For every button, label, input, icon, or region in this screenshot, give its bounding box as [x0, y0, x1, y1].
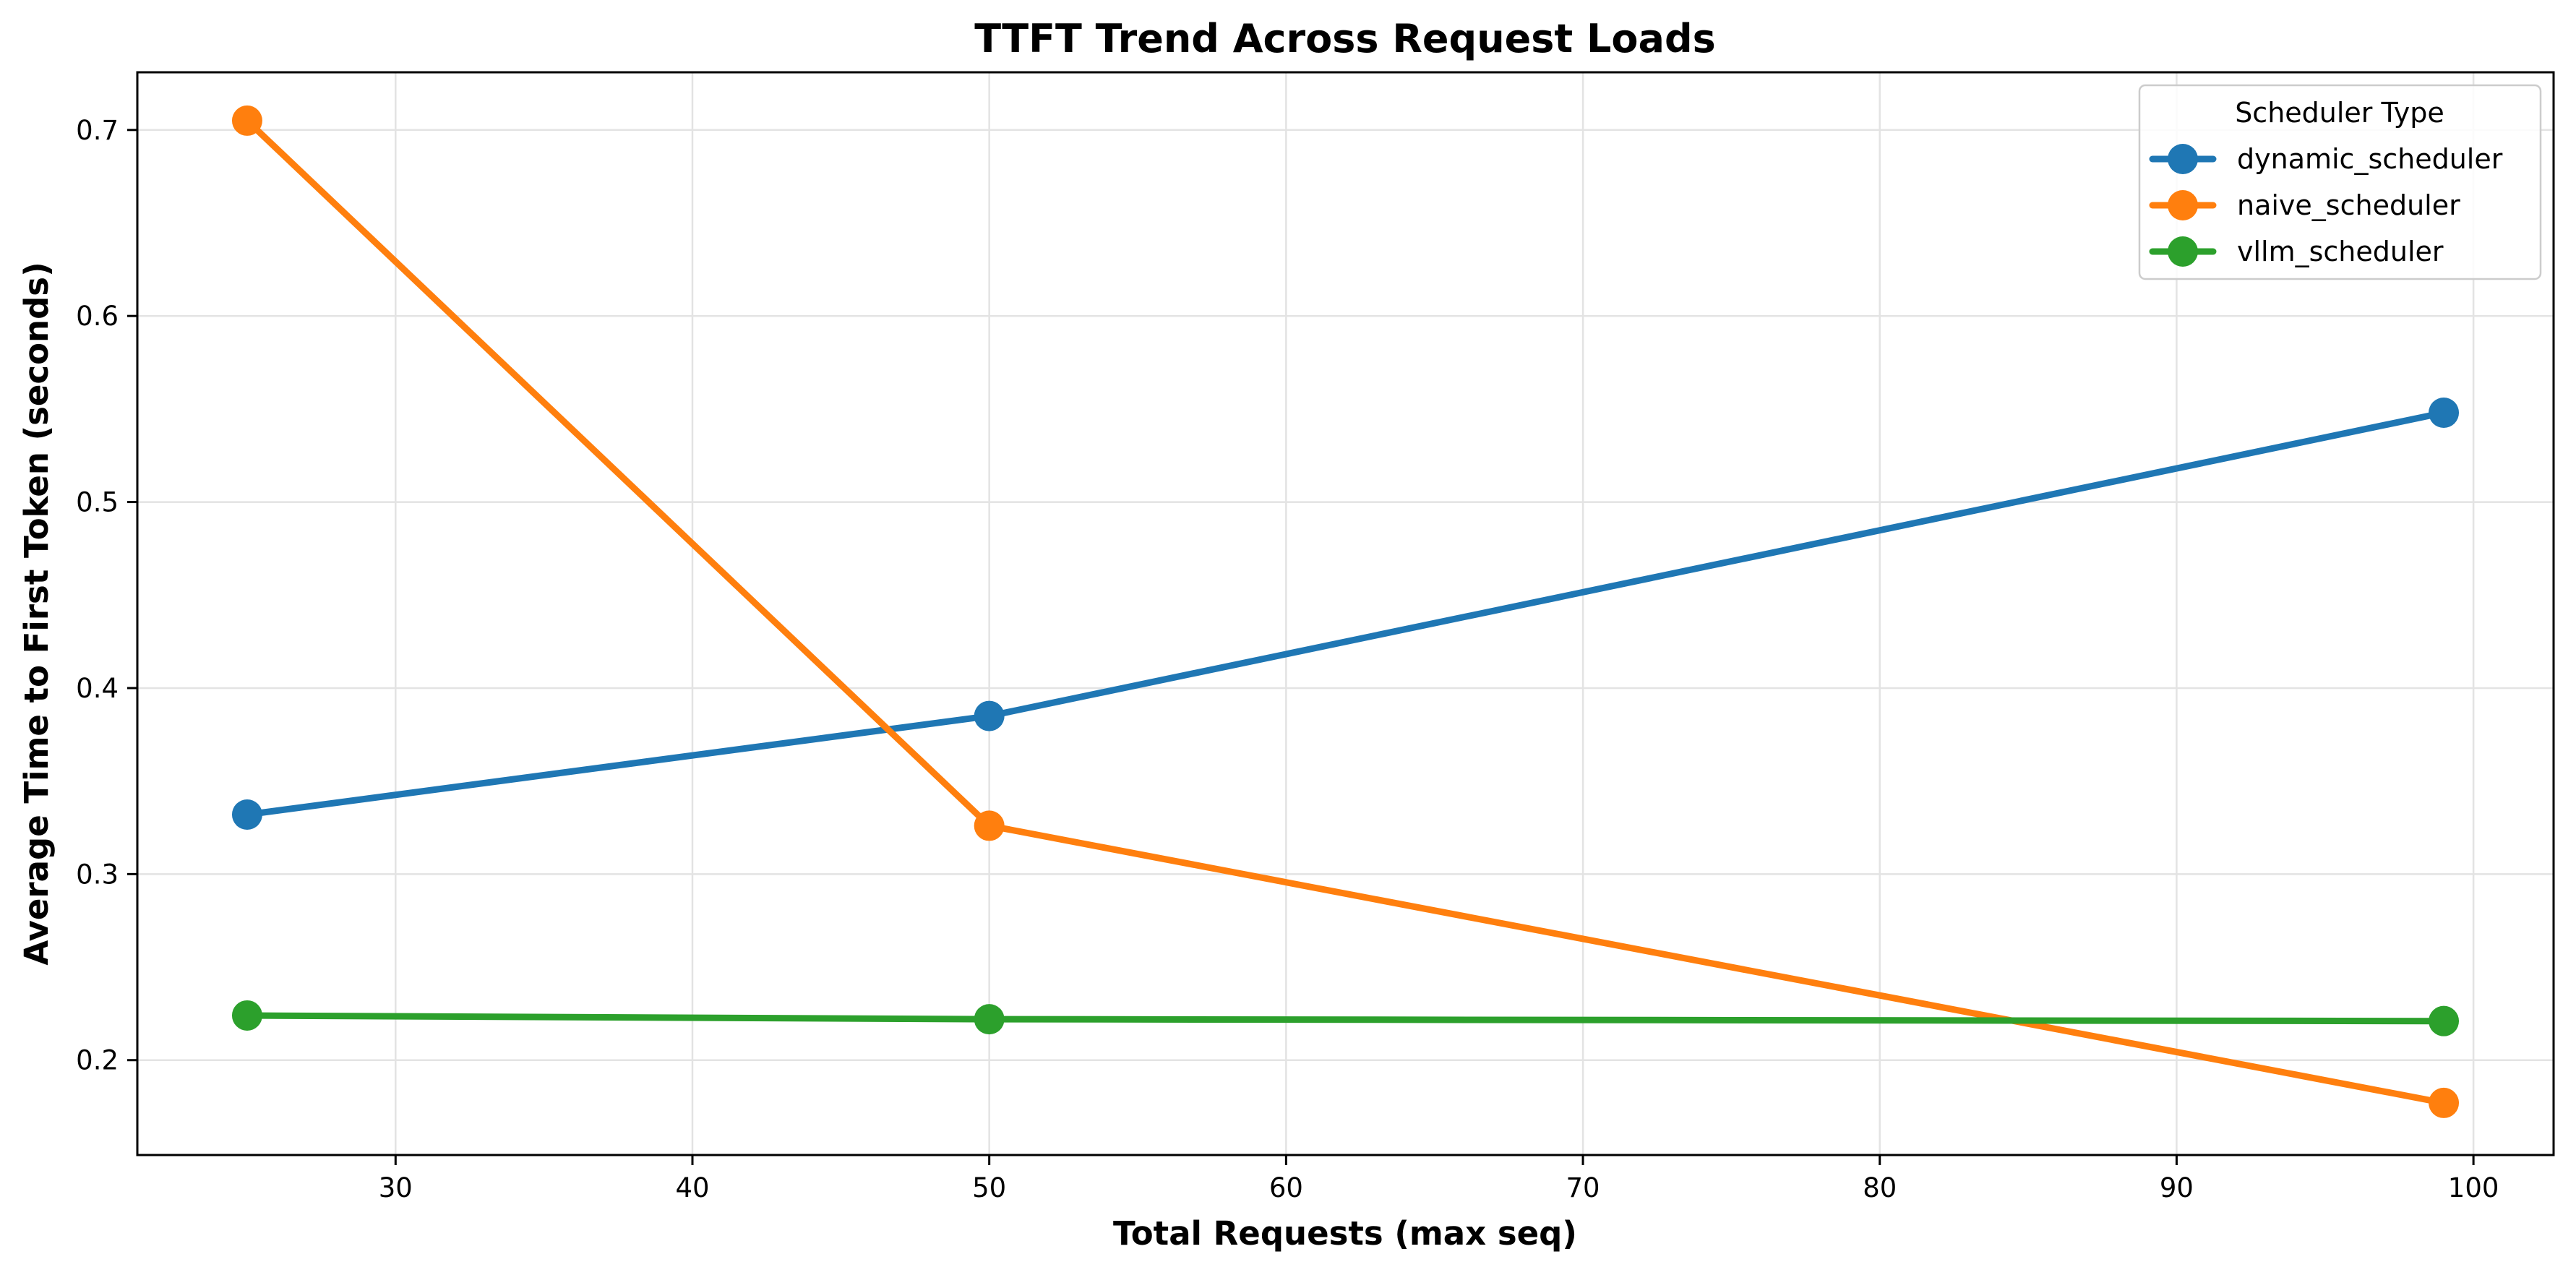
chart-title: TTFT Trend Across Request Loads	[974, 16, 1716, 61]
legend-marker	[2168, 144, 2198, 174]
data-point	[974, 700, 1005, 731]
series-vllm_scheduler	[231, 1000, 2460, 1036]
y-tick-label: 0.3	[76, 859, 119, 890]
legend-entry: naive_scheduler	[2149, 189, 2460, 221]
legend-entry: vllm_scheduler	[2149, 236, 2444, 267]
legend-label: dynamic_scheduler	[2237, 143, 2503, 175]
y-axis-title: Average Time to First Token (seconds)	[17, 262, 56, 965]
legend: Scheduler Type dynamic_scheduler naive_sc…	[2138, 84, 2542, 280]
legend-title: Scheduler Type	[2235, 97, 2444, 129]
axis-ticks: 30 40 50 60 70 80 90 100 0.2 0.3 0.4 0.5 0.6 0.7	[76, 115, 2499, 1203]
y-tick-label: 0.6	[76, 301, 119, 332]
legend-entries: dynamic_scheduler naive_scheduler vllm_sch…	[2149, 143, 2503, 267]
y-tick-label: 0.2	[76, 1045, 119, 1076]
legend-label: naive_scheduler	[2237, 189, 2460, 221]
x-tick-label: 60	[1269, 1172, 1303, 1203]
series-naive_scheduler	[231, 105, 2460, 1118]
legend-marker	[2168, 190, 2198, 220]
x-tick-label: 70	[1566, 1172, 1600, 1203]
x-axis-title: Total Requests (max seq)	[1113, 1214, 1577, 1253]
data-point	[2429, 398, 2460, 429]
x-tick-label: 40	[675, 1172, 709, 1203]
x-tick-label: 90	[2160, 1172, 2194, 1203]
x-tick-label: 30	[379, 1172, 413, 1203]
plot-frame	[136, 71, 2555, 1156]
series-dynamic_scheduler	[231, 398, 2460, 830]
legend-label: vllm_scheduler	[2237, 236, 2444, 267]
data-point	[231, 1000, 262, 1031]
y-tick-label: 0.5	[76, 487, 119, 518]
data-point	[974, 810, 1005, 841]
y-tick-label: 0.7	[76, 115, 119, 146]
series-layer	[231, 105, 2460, 1118]
legend-entry: dynamic_scheduler	[2149, 143, 2503, 175]
x-tick-label: 100	[2448, 1172, 2499, 1203]
data-point	[231, 105, 262, 136]
x-tick-label: 80	[1863, 1172, 1897, 1203]
x-tick-label: 50	[972, 1172, 1006, 1203]
legend-box	[2138, 84, 2542, 280]
y-tick-label: 0.4	[76, 673, 119, 704]
legend-marker	[2168, 236, 2198, 267]
data-point	[2429, 1087, 2460, 1118]
data-point	[231, 799, 262, 830]
data-point	[974, 1004, 1005, 1035]
data-point	[2429, 1005, 2460, 1036]
